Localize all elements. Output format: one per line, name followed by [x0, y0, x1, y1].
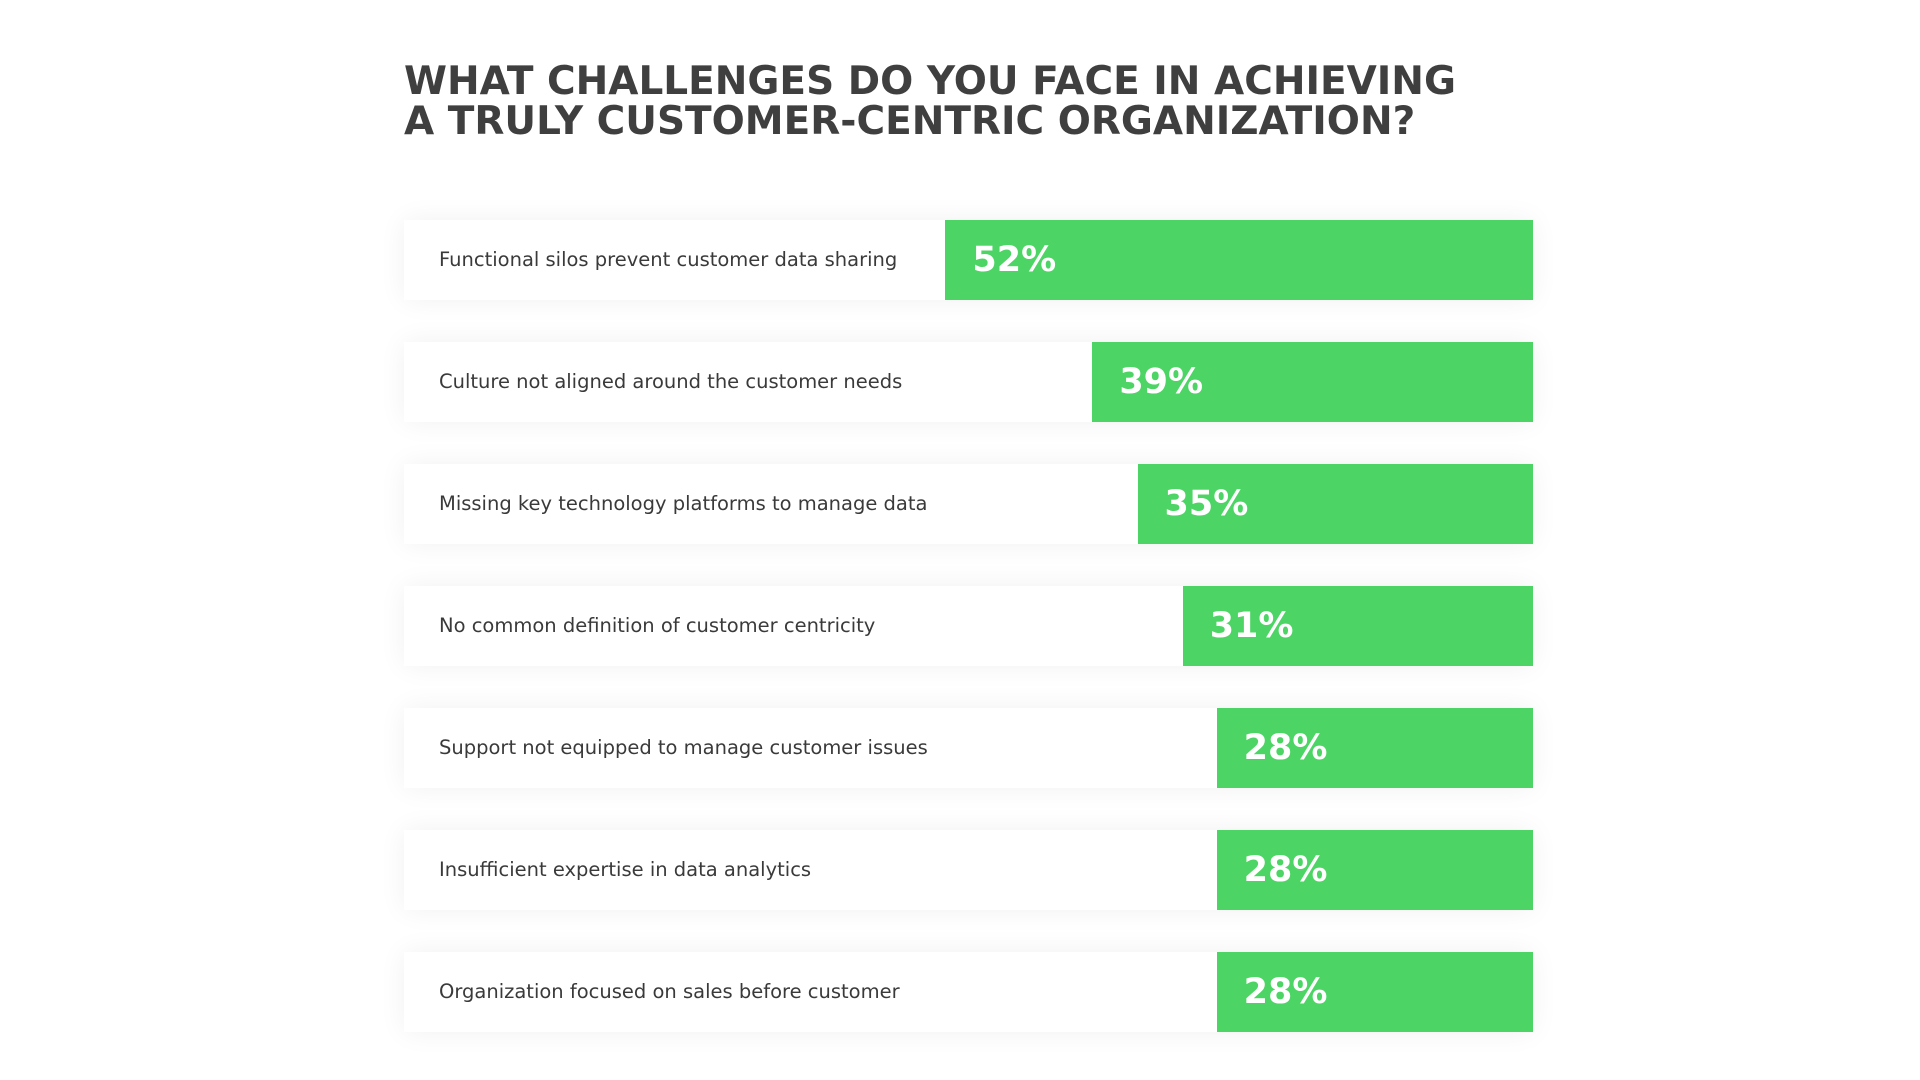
bar-value-label: 35% [1164, 484, 1249, 524]
bar-row: Missing key technology platforms to mana… [404, 464, 1533, 544]
bar: 31% [1182, 586, 1533, 666]
bar-value-label: 28% [1243, 850, 1328, 890]
bar-value-label: 28% [1243, 728, 1328, 768]
bar: 52% [945, 220, 1533, 300]
chart-title: WHAT CHALLENGES DO YOU FACE IN ACHIEVING… [404, 62, 1504, 142]
chart-title-line-2: A TRULY CUSTOMER-CENTRIC ORGANIZATION? [404, 99, 1416, 144]
bar-row: No common definition of customer centric… [404, 586, 1533, 666]
bar: 39% [1092, 342, 1533, 422]
bar-chart: Functional silos prevent customer data s… [404, 220, 1533, 1074]
bar-category-label: Culture not aligned around the customer … [439, 370, 903, 393]
bar-category-label: Missing key technology platforms to mana… [439, 492, 928, 515]
bar-row: Functional silos prevent customer data s… [404, 220, 1533, 300]
bar-row: Insufficient expertise in data analytics… [404, 830, 1533, 910]
bar-value-label: 31% [1209, 606, 1294, 646]
bar-category-label: Support not equipped to manage customer … [439, 736, 928, 759]
bar: 28% [1216, 708, 1533, 788]
bar: 28% [1216, 830, 1533, 910]
chart-title-line-1: WHAT CHALLENGES DO YOU FACE IN ACHIEVING [404, 59, 1456, 104]
bar: 35% [1137, 464, 1533, 544]
bar: 28% [1216, 952, 1533, 1032]
bar-value-label: 52% [972, 240, 1057, 280]
bar-value-label: 39% [1119, 362, 1204, 402]
bar-row: Culture not aligned around the customer … [404, 342, 1533, 422]
bar-row: Organization focused on sales before cus… [404, 952, 1533, 1032]
bar-row: Support not equipped to manage customer … [404, 708, 1533, 788]
bar-value-label: 28% [1243, 972, 1328, 1012]
bar-category-label: No common definition of customer centric… [439, 614, 876, 637]
bar-category-label: Organization focused on sales before cus… [439, 980, 900, 1003]
bar-category-label: Insufficient expertise in data analytics [439, 858, 812, 881]
bar-category-label: Functional silos prevent customer data s… [439, 248, 898, 271]
